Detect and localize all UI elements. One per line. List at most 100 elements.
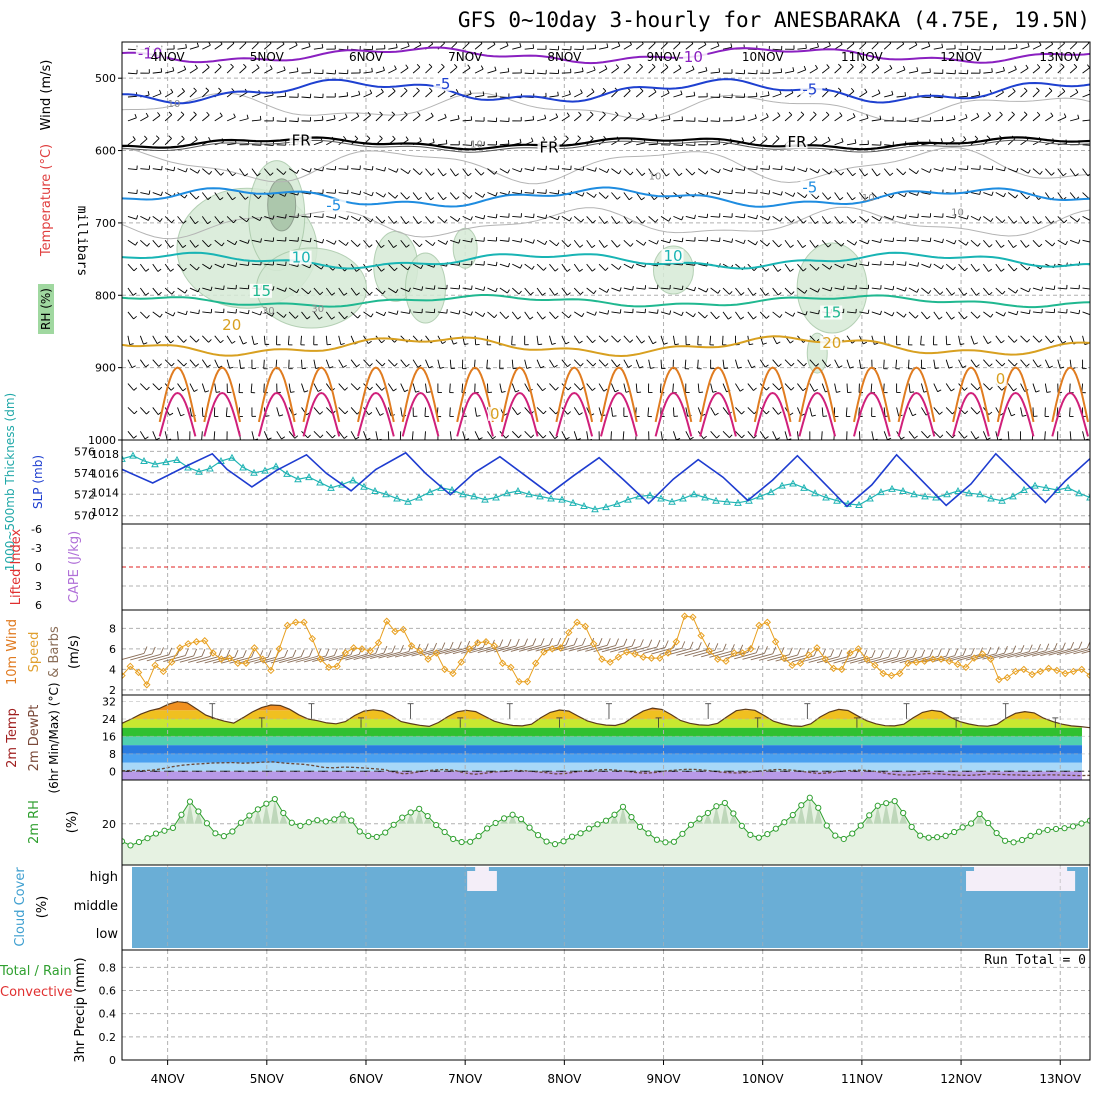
wind-barb-flag <box>185 168 188 173</box>
wind-barb-flag <box>1013 220 1018 224</box>
wind-barb <box>611 335 619 343</box>
wind-barb-flag <box>230 63 234 68</box>
wind-barb <box>698 263 708 267</box>
wind-barb <box>251 239 261 243</box>
wind-barb <box>921 71 931 74</box>
wind-barb-flag <box>170 268 174 272</box>
wind-speed-marker <box>176 644 184 652</box>
wind-barb-flag <box>689 436 694 440</box>
wind-barb <box>561 138 569 146</box>
isotherm-line <box>122 335 1090 358</box>
wind-barb-flag <box>790 387 795 391</box>
wind-barb-flag <box>343 435 348 439</box>
wind-barb <box>833 656 856 664</box>
wind-barb-flag <box>1091 311 1092 315</box>
wind-barb <box>1045 115 1054 122</box>
wind-barb-flag <box>442 341 447 344</box>
rh-marker <box>407 809 414 816</box>
wind-barb-flag <box>279 414 284 417</box>
wind-barb-flag <box>887 437 892 440</box>
wind-barb <box>970 48 980 51</box>
wind-barb-flag <box>359 190 362 195</box>
wind-speed-marker <box>846 649 854 657</box>
wind-barb <box>202 90 210 98</box>
wind-barb <box>673 168 680 176</box>
wind-barb <box>189 263 198 271</box>
rh-contour-label: 10 <box>649 171 662 182</box>
wind-barb <box>846 168 853 176</box>
wind-speed-marker <box>1044 664 1053 673</box>
wind-barb-flag <box>828 42 831 46</box>
wind-barb <box>659 647 682 655</box>
wind-barb <box>387 114 395 122</box>
wind-barb <box>177 192 185 199</box>
wind-barb-flag <box>196 266 200 271</box>
wind-speed-marker <box>953 660 962 668</box>
wind-barb <box>313 359 317 369</box>
slp-tick-label: 1018 <box>91 448 119 461</box>
wind-barb <box>313 263 322 270</box>
wind-barb <box>375 240 382 248</box>
wind-barb <box>130 653 153 661</box>
wind-barb-flag <box>226 649 231 658</box>
wind-barb <box>177 431 179 440</box>
wind-barb <box>845 407 848 417</box>
wind-barb-flag <box>639 63 643 68</box>
wind-speed-marker <box>407 642 416 650</box>
wind-barb <box>759 287 766 296</box>
wind-barb <box>164 138 172 146</box>
wind-barb <box>772 48 782 51</box>
wind-barb-flag <box>368 244 373 248</box>
wind-barb-flag <box>394 363 398 367</box>
wind-barb <box>883 42 892 50</box>
wind-barb <box>1069 383 1071 393</box>
surface-isotherm <box>500 366 539 423</box>
wind-barb-flag <box>669 310 672 315</box>
wind-barb-flag <box>939 411 943 415</box>
wind-barb-flag <box>703 435 707 439</box>
thickness-marker <box>481 495 489 503</box>
wind-barb <box>759 138 768 146</box>
wind-barb-flag <box>383 311 387 316</box>
wind-barb-flag <box>567 386 572 391</box>
rh-marker <box>781 819 788 826</box>
wind-barb <box>834 239 842 247</box>
wind-barb <box>970 407 978 415</box>
wind-barb <box>1082 42 1090 50</box>
wind-barb-flag <box>792 67 795 72</box>
surface-isotherm <box>600 366 638 423</box>
wind-barb <box>1008 311 1017 316</box>
wind-barb-flag <box>741 137 745 142</box>
wind-barb-flag <box>937 389 942 393</box>
wind-barb-flag <box>960 343 965 346</box>
wind-barb <box>1032 216 1039 225</box>
wind-barb <box>610 431 612 440</box>
wind-barb <box>821 407 824 417</box>
wind-barb <box>499 45 509 50</box>
wind-barb-flag <box>926 315 931 320</box>
wind-barb-flag <box>565 135 569 139</box>
wind-barb <box>524 263 533 270</box>
wind-barb <box>957 654 980 662</box>
wind-barb-flag <box>1015 43 1018 49</box>
thickness-marker <box>305 473 313 481</box>
wind-barb-flag <box>146 410 150 415</box>
wind-barb <box>425 66 433 74</box>
wind-barb <box>214 263 224 269</box>
wind-barb <box>883 168 891 176</box>
wind-barb <box>921 263 930 268</box>
wind-barb-flag <box>182 220 187 224</box>
wind-barb-flag <box>370 313 374 318</box>
wind-barb-flag <box>803 362 807 367</box>
wind-barb <box>908 120 919 123</box>
wind-barb-flag <box>331 292 336 296</box>
wind-barb <box>276 431 282 440</box>
wind-barb-flag <box>542 316 546 320</box>
wind-barb <box>821 239 829 248</box>
wind-barb-flag <box>989 363 993 367</box>
wind-barb <box>450 311 460 315</box>
wind-barb-flag <box>592 362 597 367</box>
wind-barb <box>251 168 258 177</box>
wind-barb <box>202 311 212 314</box>
wind-barb-flag <box>612 415 617 417</box>
